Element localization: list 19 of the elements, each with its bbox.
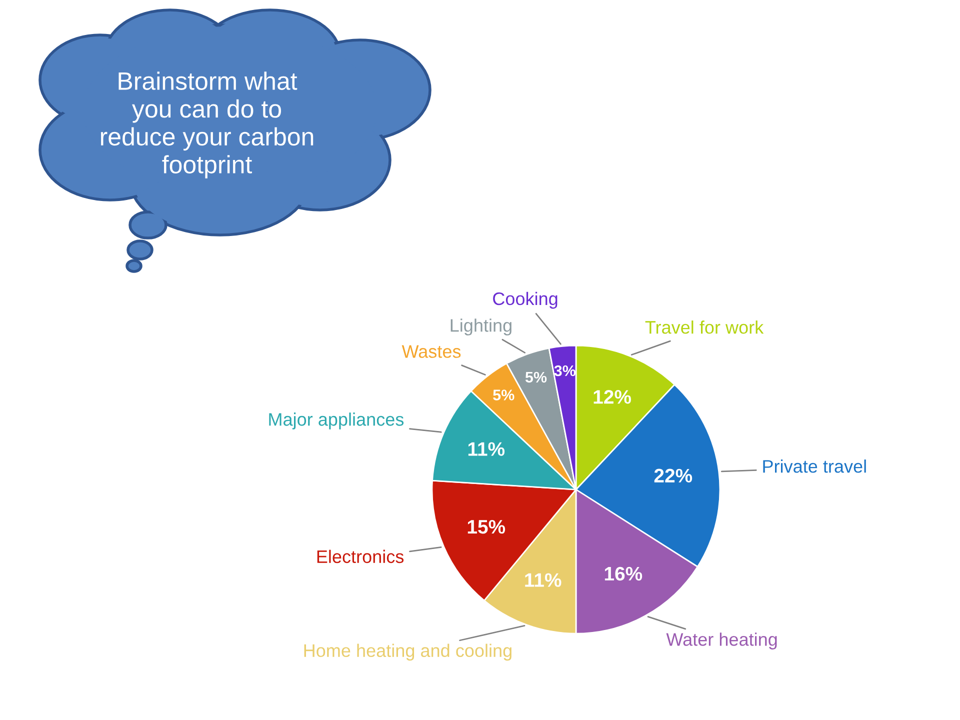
slice-label: Electronics [317,550,404,564]
slice-label: Major appliances [269,412,404,430]
data-label: 16% [604,566,642,581]
data-label: 11% [525,573,562,587]
slice-label: Home heating and cooling [304,644,512,661]
data-label: 11% [468,442,505,456]
slice-label: Cooking [493,292,558,309]
slice-label: Travel for work [645,320,764,334]
slice-label: Wastes [402,345,461,358]
text: Brainstorm what you can do to reduce your carbon footprint [100,72,314,178]
slice-label: Water heating [666,632,777,650]
data-label: 22% [654,468,692,483]
data-label: 5% [525,372,547,383]
data-label: 12% [594,390,631,404]
data-label: 5% [493,390,514,400]
data-label: 15% [468,520,506,534]
data-label: 3% [554,365,576,376]
slice-label: Private travel [763,460,866,473]
slice-label: Lighting [450,318,512,336]
